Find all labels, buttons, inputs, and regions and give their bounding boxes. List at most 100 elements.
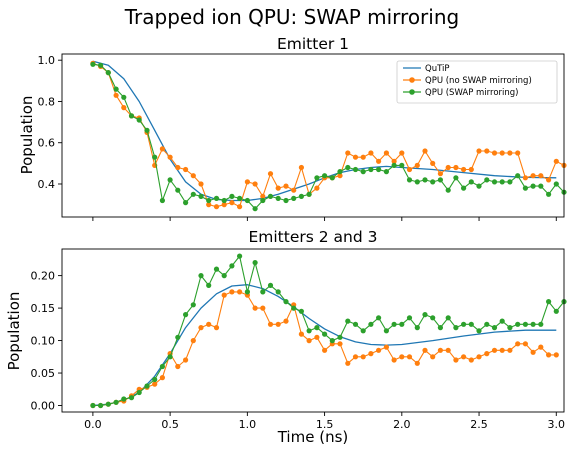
panel1-series-no_mirror-point: [553, 158, 559, 164]
panel2-series-no_mirror-point: [260, 305, 266, 311]
panel2-series-mirror-point: [383, 328, 389, 334]
panel2-series-mirror-point: [368, 321, 374, 327]
panel1-ytick-label: 0.8: [38, 95, 56, 108]
panel1-series-mirror-point: [291, 195, 297, 201]
panel1-series-mirror-point: [499, 179, 505, 185]
panel2-series-mirror-point: [90, 402, 96, 409]
panel2-series-no_mirror-point: [430, 354, 436, 360]
panel2-series-mirror-point: [306, 328, 312, 334]
panel1-series-mirror-point: [461, 185, 467, 191]
panel1-series-no_mirror-point: [546, 177, 552, 183]
panel1-series-no_mirror-point: [414, 162, 420, 168]
panel2-series-no_mirror-point: [422, 347, 428, 353]
panel1-series-mirror-point: [352, 166, 359, 173]
panel2-series-no_mirror-point: [159, 375, 165, 381]
panel2-series-mirror-point: [453, 325, 459, 331]
panel2-series-mirror-point: [105, 401, 111, 407]
panel1-series-mirror-point: [283, 197, 289, 204]
panel2-series-mirror-point: [484, 321, 490, 327]
panel1-series-no_mirror-point: [267, 171, 274, 177]
panel2-ylabel: Population: [5, 292, 23, 371]
panel1-series-mirror-point: [229, 193, 235, 199]
panel1-axes-frame: [61, 53, 565, 218]
panel1-series-mirror-point: [252, 206, 258, 212]
panel2-series-no_mirror-point: [546, 352, 552, 358]
panel1-series-no_mirror-point: [283, 183, 289, 189]
panel2-series-mirror-point: [298, 308, 304, 314]
panel1-series-mirror-point: [314, 175, 320, 181]
panel2-series-no_mirror-point: [522, 341, 529, 347]
panel1-ylabel: Population: [18, 96, 36, 175]
panel1-series-mirror-point: [530, 183, 536, 189]
panel2-series-mirror-point: [260, 289, 266, 295]
panel1-series-no_mirror-point: [461, 166, 467, 173]
panel2-series-no_mirror-point: [391, 357, 397, 363]
panel2-ytick-label: 0.10: [31, 335, 56, 348]
panel2-series-mirror-point: [538, 321, 544, 327]
panel1-series-no_mirror-point: [298, 164, 304, 171]
panel2-series-no_mirror-point: [283, 318, 289, 324]
panel1-series-mirror-point: [105, 70, 111, 76]
panel1-series-mirror-point: [399, 162, 405, 168]
panel2-series-no_mirror-point: [229, 289, 235, 295]
panel2-series-no_mirror-point: [376, 347, 382, 353]
legend-label-qutip: QuTiP: [425, 64, 450, 74]
panel2-series-mirror-point: [244, 289, 250, 295]
panel2-series-no_mirror-point: [453, 357, 459, 363]
panel2-series-mirror-point: [152, 376, 158, 383]
panel1-series-mirror-point: [190, 191, 196, 197]
panel2-series-mirror-point: [136, 389, 142, 396]
panel2-series-mirror-point: [430, 315, 436, 321]
panel1-series-no_mirror-point: [530, 173, 536, 179]
panel1-series-no_mirror-point: [221, 202, 227, 208]
panel1-axes: 0.4 0.6 0.8 1.0: [38, 54, 557, 221]
panel1-series-mirror-point: [522, 185, 529, 191]
panel2-series-mirror-point: [345, 318, 351, 324]
panel1-series-mirror-point: [430, 179, 436, 185]
panel2-series-no_mirror-point: [306, 338, 312, 344]
panel1-series-no_mirror-point: [453, 164, 459, 171]
panel2-series-mirror-point: [360, 328, 366, 334]
panel1-series-no_mirror-point: [237, 204, 243, 210]
panel2-series-mirror-point: [414, 325, 420, 331]
panel1-series-mirror-point: [175, 187, 181, 193]
panel1-series-no_mirror-point: [345, 150, 351, 156]
panel2-series-no_mirror-point: [298, 331, 304, 337]
panel1-series-no_mirror-point: [229, 200, 235, 206]
panel2-series-mirror-point: [213, 266, 220, 272]
panel2-series-no_mirror-point: [275, 321, 281, 327]
panel1-series-no_mirror-point: [260, 193, 266, 199]
panel2-xtick-label: 2.5: [470, 418, 488, 431]
panel2-series-mirror-point: [190, 302, 196, 308]
panel2-ytick-label: 0.20: [31, 270, 56, 283]
panel1-series-no_mirror-point: [391, 158, 397, 164]
panel2-series-no_mirror-point: [468, 357, 474, 363]
figure-suptitle: Trapped ion QPU: SWAP mirroring: [124, 5, 459, 29]
panel1-series-no_mirror-point: [507, 150, 513, 156]
legend-box: [396, 60, 558, 104]
panel2-series-mirror-point: [221, 273, 227, 279]
panel1-series-no_mirror-point: [352, 154, 359, 160]
panel1-ytick-label: 0.6: [38, 137, 56, 150]
panel1-series-mirror-point: [414, 179, 420, 185]
panel1-series-mirror-point: [113, 86, 119, 92]
legend-marker-no-mirror: [409, 77, 415, 83]
panel1-series-qutip-line: [92, 60, 557, 202]
panel1-series-mirror-point: [360, 169, 366, 175]
panel2-series-mirror-point: [337, 334, 343, 340]
panel2-series-mirror-point: [267, 282, 274, 288]
panel2-series-mirror-point: [252, 260, 258, 266]
panel2-series-no_mirror-point: [360, 354, 366, 360]
panel2-series-mirror-point: [406, 315, 413, 321]
panel1-series-mirror-point: [213, 195, 220, 201]
panel1-series-mirror-point: [368, 166, 374, 173]
panel1-series-mirror-point: [267, 193, 274, 199]
panel1-series-mirror-point: [553, 181, 559, 187]
panel1-series-no_mirror-point: [468, 166, 474, 173]
panel2-series-mirror-point: [507, 325, 513, 331]
panel2-xtick-label: 0.0: [84, 418, 102, 431]
panel1-series-mirror-point: [121, 94, 127, 100]
panel1-series-mirror-point: [198, 193, 204, 199]
panel1-series-no_mirror-point: [399, 150, 405, 156]
panel1-series-no_mirror-point: [538, 173, 544, 179]
